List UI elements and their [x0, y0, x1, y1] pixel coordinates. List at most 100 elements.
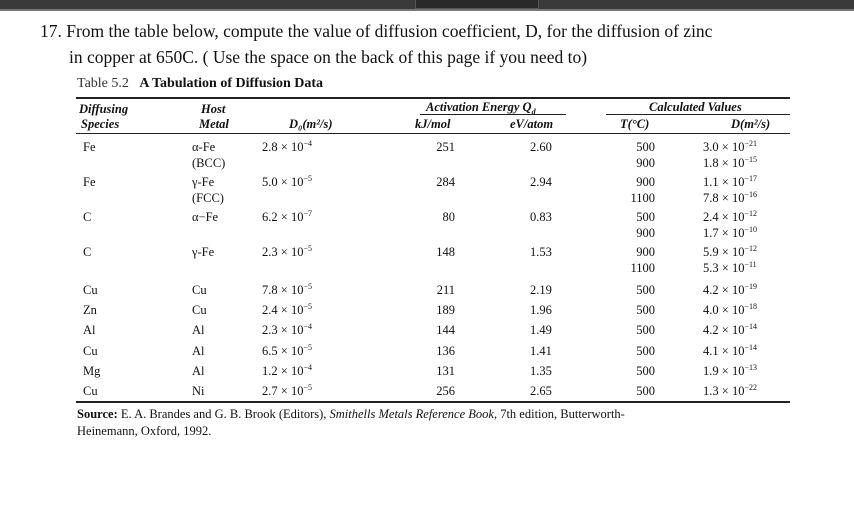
cell-species: C — [83, 245, 92, 259]
cell-d: 2.4 × 10−12 — [703, 208, 757, 224]
header-species-1: Diffusing — [79, 102, 129, 116]
source-line-1: Source: E. A. Brandes and G. B. Brook (E… — [77, 407, 625, 421]
cell-species: Mg — [83, 364, 101, 378]
cell-d: 5.3 × 10−11 — [703, 259, 757, 275]
cell-d0: 6.2 × 10−7 — [262, 208, 312, 224]
cell-species: Fe — [83, 175, 96, 189]
cell-d: 1.3 × 10−22 — [703, 382, 757, 398]
cell-d0: 2.7 × 10−5 — [262, 382, 312, 398]
cell-species: C — [83, 210, 92, 224]
cell-kj-mol: 144 — [436, 323, 455, 337]
cell-kj-mol: 136 — [436, 344, 455, 358]
cell-d0: 1.2 × 10−4 — [262, 362, 312, 378]
cell-kj-mol: 148 — [436, 245, 455, 259]
cell-host: Al — [192, 323, 205, 337]
cell-temperature: 500 — [636, 140, 655, 154]
calc-group-rule — [606, 114, 790, 115]
cell-host: Ni — [192, 384, 205, 398]
toolbar-tab[interactable] — [415, 0, 539, 9]
header-ev-atom: eV/atom — [510, 117, 554, 131]
cell-kj-mol: 211 — [436, 283, 455, 297]
cell-kj-mol: 251 — [436, 140, 455, 154]
cell-species: Zn — [83, 303, 97, 317]
cell-ev-atom: 1.35 — [530, 364, 552, 378]
table-top-rule — [76, 97, 790, 99]
cell-ev-atom: 1.53 — [530, 245, 552, 259]
cell-d: 1.1 × 10−17 — [703, 173, 757, 189]
table-caption: Table 5.2 A Tabulation of Diffusion Data — [77, 76, 323, 92]
cell-temperature: 900 — [636, 156, 655, 170]
header-calculated-values: Calculated Values — [649, 100, 742, 114]
table-title: A Tabulation of Diffusion Data — [139, 76, 324, 91]
cell-d: 4.1 × 10−14 — [703, 342, 757, 358]
cell-d0: 2.8 × 10−4 — [262, 138, 312, 154]
cell-host-structure: (BCC) — [192, 156, 226, 170]
header-host-1: Host — [201, 102, 226, 116]
cell-kj-mol: 80 — [442, 210, 456, 224]
cell-temperature: 500 — [636, 364, 655, 378]
header-host-2: Metal — [199, 117, 229, 131]
cell-species: Cu — [83, 283, 98, 297]
cell-host: α-Fe — [192, 140, 216, 154]
cell-temperature: 1100 — [630, 261, 655, 275]
cell-ev-atom: 2.65 — [530, 384, 552, 398]
cell-ev-atom: 2.19 — [530, 283, 552, 297]
cell-d0: 6.5 × 10−5 — [262, 342, 312, 358]
cell-d: 5.9 × 10−12 — [703, 243, 757, 259]
cell-d: 4.2 × 10−19 — [703, 281, 757, 297]
header-d: D(m²/s) — [731, 117, 771, 131]
header-bottom-rule — [76, 133, 790, 134]
header-kj-mol: kJ/mol — [415, 117, 451, 131]
cell-species: Cu — [83, 384, 98, 398]
cell-ev-atom: 0.83 — [530, 210, 552, 224]
cell-temperature: 900 — [636, 226, 655, 240]
cell-host: γ-Fe — [192, 245, 215, 259]
cell-temperature: 900 — [636, 175, 655, 189]
source-line-2: Heinemann, Oxford, 1992. — [77, 424, 212, 438]
cell-species: Al — [83, 323, 96, 337]
cell-temperature: 500 — [636, 210, 655, 224]
cell-d: 3.0 × 10−21 — [703, 138, 757, 154]
header-d0: D₀(m²/s) — [289, 117, 333, 131]
cell-kj-mol: 131 — [436, 364, 455, 378]
cell-d0: 2.3 × 10−5 — [262, 243, 312, 259]
cell-host: Cu — [192, 283, 207, 297]
cell-host: γ-Fe — [192, 175, 215, 189]
cell-species: Cu — [83, 344, 98, 358]
header-temperature: T(°C) — [620, 117, 650, 131]
cell-ev-atom: 1.49 — [530, 323, 552, 337]
cell-d0: 2.3 × 10−4 — [262, 321, 312, 337]
cell-host: Al — [192, 344, 205, 358]
cell-host: Al — [192, 364, 205, 378]
header-activation-energy: Activation Energy Qd — [426, 100, 536, 117]
question-line-2: in copper at 650C. ( Use the space on th… — [69, 47, 588, 67]
table-bottom-rule — [76, 401, 790, 403]
cell-d0: 2.4 × 10−5 — [262, 301, 312, 317]
cell-host: α−Fe — [192, 210, 219, 224]
cell-d0: 7.8 × 10−5 — [262, 281, 312, 297]
activation-group-rule — [420, 114, 566, 115]
cell-ev-atom: 1.41 — [530, 344, 552, 358]
cell-temperature: 500 — [636, 344, 655, 358]
cell-ev-atom: 1.96 — [530, 303, 552, 317]
cell-kj-mol: 256 — [436, 384, 455, 398]
cell-temperature: 1100 — [630, 191, 655, 205]
cell-d0: 5.0 × 10−5 — [262, 173, 312, 189]
cell-host-structure: (FCC) — [192, 191, 224, 205]
cell-ev-atom: 2.94 — [530, 175, 552, 189]
cell-ev-atom: 2.60 — [530, 140, 552, 154]
cell-d: 4.2 × 10−14 — [703, 321, 757, 337]
cell-kj-mol: 189 — [436, 303, 455, 317]
viewer-toolbar — [0, 0, 854, 11]
table-label: Table 5.2 — [77, 76, 129, 91]
cell-d: 4.0 × 10−18 — [703, 301, 757, 317]
cell-temperature: 500 — [636, 384, 655, 398]
cell-temperature: 500 — [636, 323, 655, 337]
cell-d: 7.8 × 10−16 — [703, 189, 757, 205]
cell-d: 1.9 × 10−13 — [703, 362, 757, 378]
cell-species: Fe — [83, 140, 96, 154]
cell-temperature: 500 — [636, 283, 655, 297]
cell-temperature: 500 — [636, 303, 655, 317]
cell-temperature: 900 — [636, 245, 655, 259]
cell-d: 1.7 × 10−10 — [703, 224, 757, 240]
